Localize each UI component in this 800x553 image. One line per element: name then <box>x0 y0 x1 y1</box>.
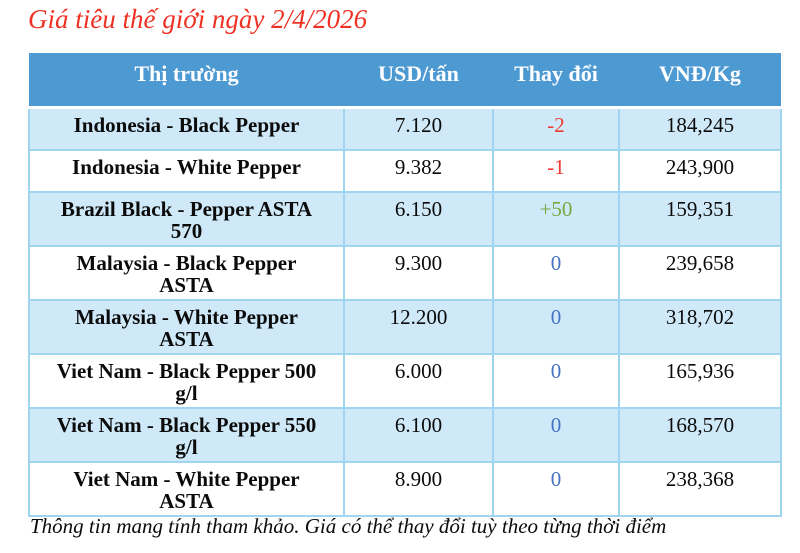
disclaimer-note: Thông tin mang tính tham khảo. Giá có th… <box>30 514 667 538</box>
table-header-row: Thị trường USD/tấn Thay đổi VNĐ/Kg <box>29 53 781 109</box>
table-row: Viet Nam - Black Pepper 550 g/l 6.100 0 … <box>28 406 782 463</box>
table-row: Viet Nam - White Pepper ASTA 8.900 0 238… <box>28 460 782 517</box>
change-cell: +50 <box>492 190 620 247</box>
change-cell: -2 <box>492 106 620 151</box>
market-cell: Viet Nam - White Pepper ASTA <box>28 460 345 517</box>
table-row: Viet Nam - Black Pepper 500 g/l 6.000 0 … <box>28 352 782 409</box>
price-table-body: Indonesia - Black Pepper 7.120 -2 184,24… <box>28 106 782 517</box>
market-cell: Malaysia - White Pepper ASTA <box>28 298 345 355</box>
table-row: Brazil Black - Pepper ASTA 570 6.150 +50… <box>28 190 782 247</box>
change-cell: 0 <box>492 352 620 409</box>
usd-price-cell: 9.382 <box>343 148 494 193</box>
vnd-price-cell: 165,936 <box>618 352 782 409</box>
vnd-price-cell: 318,702 <box>618 298 782 355</box>
vnd-price-cell: 238,368 <box>618 460 782 517</box>
column-header-usd-per-ton: USD/tấn <box>344 53 493 109</box>
change-cell: 0 <box>492 406 620 463</box>
table-row: Malaysia - White Pepper ASTA 12.200 0 31… <box>28 298 782 355</box>
page-title: Giá tiêu thế giới ngày 2/4/2026 <box>28 4 368 34</box>
vnd-price-cell: 243,900 <box>618 148 782 193</box>
change-cell: 0 <box>492 298 620 355</box>
vnd-price-cell: 239,658 <box>618 244 782 301</box>
table-row: Indonesia - Black Pepper 7.120 -2 184,24… <box>28 106 782 151</box>
usd-price-cell: 8.900 <box>343 460 494 517</box>
change-cell: -1 <box>492 148 620 193</box>
change-cell: 0 <box>492 244 620 301</box>
vnd-price-cell: 159,351 <box>618 190 782 247</box>
column-header-change: Thay đổi <box>493 53 619 109</box>
column-header-market: Thị trường <box>29 53 344 109</box>
market-cell: Brazil Black - Pepper ASTA 570 <box>28 190 345 247</box>
vnd-price-cell: 168,570 <box>618 406 782 463</box>
market-cell: Indonesia - Black Pepper <box>28 106 345 151</box>
market-cell: Viet Nam - Black Pepper 550 g/l <box>28 406 345 463</box>
usd-price-cell: 7.120 <box>343 106 494 151</box>
price-table: Thị trường USD/tấn Thay đổi VNĐ/Kg Indon… <box>28 53 782 517</box>
usd-price-cell: 9.300 <box>343 244 494 301</box>
market-cell: Indonesia - White Pepper <box>28 148 345 193</box>
market-cell: Malaysia - Black Pepper ASTA <box>28 244 345 301</box>
table-row: Indonesia - White Pepper 9.382 -1 243,90… <box>28 148 782 193</box>
usd-price-cell: 6.000 <box>343 352 494 409</box>
table-row: Malaysia - Black Pepper ASTA 9.300 0 239… <box>28 244 782 301</box>
market-cell: Viet Nam - Black Pepper 500 g/l <box>28 352 345 409</box>
vnd-price-cell: 184,245 <box>618 106 782 151</box>
usd-price-cell: 12.200 <box>343 298 494 355</box>
change-cell: 0 <box>492 460 620 517</box>
usd-price-cell: 6.100 <box>343 406 494 463</box>
column-header-vnd-per-kg: VNĐ/Kg <box>619 53 781 109</box>
usd-price-cell: 6.150 <box>343 190 494 247</box>
